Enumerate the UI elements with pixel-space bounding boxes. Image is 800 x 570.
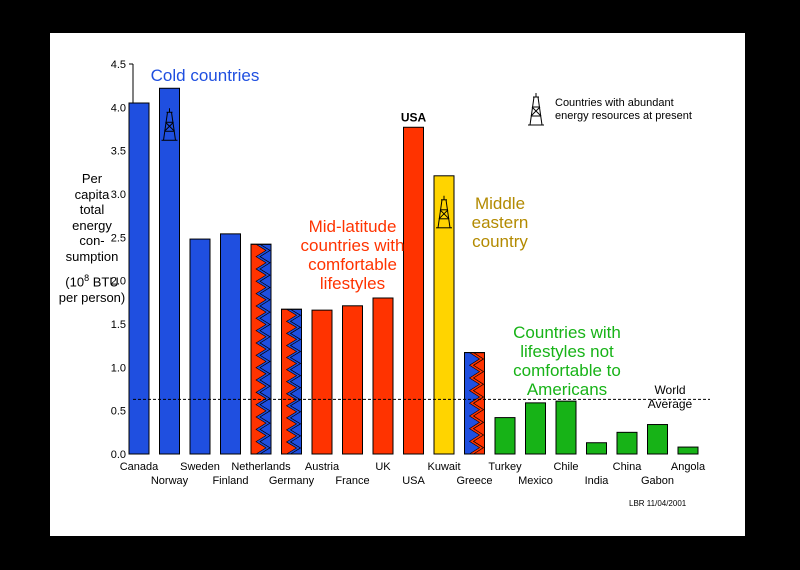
legend-line: energy resources at present [555, 110, 692, 122]
cold-annotation-line: Cold countries [150, 66, 260, 85]
y-tick-label: 1.5 [111, 319, 126, 331]
bar-france [342, 305, 363, 455]
bar-canada [128, 102, 150, 455]
y-tick-label: 3.5 [111, 146, 126, 158]
not-comfortable-annotation: Countries with lifestyles not comfortabl… [492, 323, 642, 399]
category-label-norway: Norway [151, 475, 189, 487]
category-label-china: China [613, 461, 643, 473]
slide: 0.0 0.5 1.0 1.5 2.0 2.5 3.0 3.5 4.0 4.5 Canada Norw… [50, 33, 745, 536]
mid-annotation-line: lifestyles [319, 274, 386, 294]
ylabel-line: (108 BTU [65, 273, 119, 290]
mid-latitude-annotation: Mid-latitude countries with comfortable … [280, 217, 425, 293]
bar-outline-greece [464, 352, 485, 455]
bar-gabon [647, 424, 668, 455]
ylabel-line: Per [81, 171, 103, 186]
cold-countries-annotation: Cold countries [145, 66, 265, 85]
y-tick-label: 2.0 [111, 276, 126, 288]
ylabel-line: con- [79, 233, 105, 248]
hatch-netherlands [250, 243, 267, 455]
bar-mexico [525, 402, 546, 455]
y-tick-label: 0.5 [111, 406, 126, 418]
bar-chile [555, 400, 577, 455]
hatch-line-greece [472, 352, 485, 455]
bar-austria [311, 309, 333, 455]
mideast-annotation-line: country [472, 232, 528, 252]
notcomf-annotation-line: Americans [526, 380, 608, 400]
bar-turkey [494, 417, 516, 455]
y-tick-label: 1.0 [111, 362, 126, 374]
category-label-canada: Canada [120, 461, 159, 473]
y-tick-label: 0.0 [111, 449, 126, 461]
bar-uk [372, 297, 394, 455]
category-label-chile: Chile [553, 461, 578, 473]
y-tick-label: 4.5 [111, 59, 126, 71]
category-label-uk: UK [375, 461, 391, 473]
bar-china [616, 431, 638, 455]
y-tick-label: 2.5 [111, 232, 126, 244]
world-average-label: World Average [635, 383, 705, 411]
ylabel-line: energy [72, 217, 112, 233]
notcomf-annotation-line: lifestyles not [520, 342, 614, 362]
bar-sweden [189, 238, 211, 455]
category-label-turkey: Turkey [488, 461, 522, 473]
category-label-gabon: Gabon [641, 475, 674, 487]
ylabel-line: sumption [65, 248, 119, 264]
mid-annotation-line: countries with [300, 236, 405, 256]
notcomf-annotation-line: comfortable to [513, 361, 621, 381]
category-label-mexico: Mexico [518, 475, 553, 487]
category-label-usa: USA [402, 475, 425, 487]
mideast-annotation-line: eastern [471, 213, 529, 233]
middle-eastern-annotation: Middle eastern country [450, 194, 550, 251]
y-tick-label: 3.0 [111, 189, 126, 201]
bar-usa [403, 126, 424, 455]
bar-data-label-usa: USA [401, 110, 427, 124]
hatch-line-netherlands [259, 243, 271, 455]
mid-annotation-line: comfortable [308, 255, 397, 275]
notcomf-annotation-line: Countries with [513, 323, 621, 342]
bar-outline-germany [281, 308, 302, 455]
y-tick-label: 4.0 [111, 102, 126, 114]
bar-india [586, 442, 607, 455]
ylabel-line: capita [74, 186, 110, 202]
mid-annotation-line: Mid-latitude [308, 217, 397, 236]
oil-derrick-icon [161, 108, 178, 141]
category-label-netherlands: Netherlands [231, 461, 291, 473]
category-label-germany: Germany [269, 475, 315, 487]
category-label-greece: Greece [456, 475, 492, 487]
bar-finland [220, 233, 241, 455]
bar-angola [677, 446, 699, 455]
bar-norway [159, 87, 180, 455]
ylabel-line: total [79, 202, 105, 217]
hatch-greece [464, 352, 481, 455]
category-label-india: India [585, 475, 610, 487]
bar-kuwait [433, 175, 455, 455]
category-label-finland: Finland [212, 475, 248, 487]
category-label-austria: Austria [305, 461, 340, 473]
y-axis-label: Per capita total energy con- sumption (1… [50, 171, 134, 305]
hatch-line-germany [289, 308, 302, 455]
bar-chart: 0.0 0.5 1.0 1.5 2.0 2.5 3.0 3.5 4.0 4.5 Canada Norw… [111, 59, 710, 487]
category-label-angola: Angola [671, 461, 706, 473]
world-average-line: World [654, 383, 686, 397]
oil-derrick-icon [436, 195, 452, 229]
credit-text: LBR 11/04/2001 [629, 499, 687, 508]
hatch-germany [281, 308, 298, 455]
mideast-annotation-line: Middle [474, 194, 526, 213]
legend-line: Countries with abundant [555, 97, 674, 109]
bar-outline-netherlands [250, 243, 272, 455]
world-average-line: Average [647, 397, 693, 411]
ylabel-line: per person) [58, 289, 126, 305]
category-label-kuwait: Kuwait [427, 461, 460, 473]
legend: Countries with abundant energy resources… [555, 97, 692, 123]
category-label-sweden: Sweden [180, 461, 220, 473]
oil-derrick-icon [528, 93, 544, 126]
category-label-france: France [335, 475, 369, 487]
